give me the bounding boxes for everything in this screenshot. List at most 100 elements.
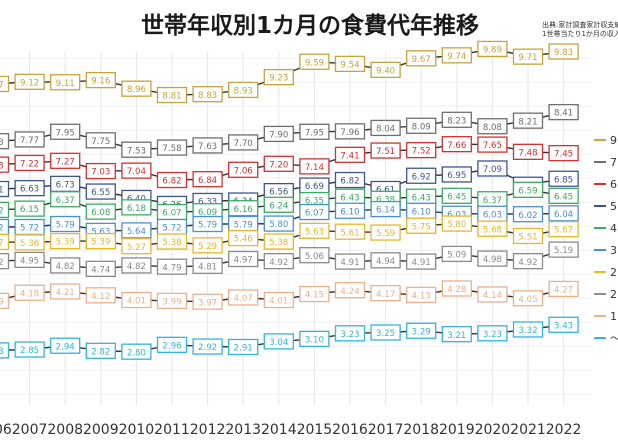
data-point: 6.61 — [0, 180, 10, 198]
data-label: 9.54 — [340, 60, 359, 70]
data-label: 9.83 — [554, 48, 573, 58]
data-label: 4.91 — [412, 258, 431, 268]
data-label: 4.27 — [554, 286, 573, 296]
data-label-box — [228, 250, 259, 268]
data-label: 3.23 — [483, 330, 502, 340]
legend-label: 9 — [610, 134, 617, 147]
data-label: 7.66 — [447, 141, 466, 151]
x-tick-label: 2019 — [439, 422, 475, 438]
data-label: 9.23 — [269, 74, 288, 84]
data-label: 7.18 — [0, 161, 4, 171]
data-label-box — [0, 342, 10, 359]
data-label: 4.92 — [518, 258, 537, 268]
data-label-box — [85, 162, 116, 180]
data-label: 6.03 — [483, 210, 502, 220]
data-point: 5.29 — [192, 237, 223, 254]
data-point: 8.21 — [512, 112, 544, 129]
data-point: 7.63 — [192, 137, 223, 154]
data-label: 4.15 — [305, 291, 324, 301]
data-point: 6.43 — [406, 188, 437, 205]
data-label: 5.80 — [447, 220, 466, 230]
data-label-box — [228, 338, 259, 356]
data-point: 4.24 — [334, 282, 366, 299]
data-label: 4.05 — [518, 295, 537, 305]
data-point: 5.27 — [121, 238, 152, 255]
data-label: 3.10 — [305, 335, 324, 345]
data-point: 6.95 — [441, 166, 472, 183]
data-label-box — [263, 333, 294, 350]
data-point: 9.74 — [441, 47, 472, 64]
data-label-box — [512, 321, 544, 338]
data-label-box — [512, 253, 544, 270]
data-label: 5.63 — [305, 227, 324, 237]
data-label-box — [370, 324, 401, 341]
data-label-box — [441, 245, 472, 263]
data-label: 4.28 — [447, 285, 466, 295]
data-point: 8.83 — [192, 86, 223, 103]
data-point: 6.37 — [50, 191, 81, 208]
x-tick-label: 2022 — [546, 422, 582, 438]
data-label-box — [156, 292, 188, 310]
data-label: 3.25 — [376, 329, 395, 339]
data-label-box — [192, 293, 223, 310]
data-label: 4.01 — [269, 297, 288, 307]
data-label: 5.63 — [91, 227, 110, 237]
data-point: 9.23 — [263, 68, 294, 86]
data-point: 6.59 — [512, 181, 544, 198]
data-point: 4.97 — [228, 250, 259, 268]
data-label-box — [85, 203, 116, 220]
data-label-box — [441, 187, 472, 204]
data-label: 4.13 — [412, 291, 431, 301]
data-label-box — [512, 48, 544, 65]
data-label-box — [406, 50, 437, 67]
data-point: 6.63 — [14, 179, 45, 197]
chart-title: 世帯年収別1カ月の食費代年推移 — [141, 12, 479, 39]
data-label: 4.98 — [483, 255, 502, 265]
data-label-box — [14, 73, 45, 90]
data-point: 5.09 — [441, 245, 472, 263]
data-label: 5.75 — [412, 222, 431, 232]
data-label-box — [50, 123, 81, 140]
data-label: 6.92 — [412, 172, 431, 182]
data-point: 4.91 — [406, 253, 437, 270]
data-point: 7.95 — [50, 123, 81, 140]
data-label-box — [299, 330, 330, 348]
data-label: 7.77 — [20, 136, 39, 146]
data-label-box — [477, 40, 508, 58]
data-label-box — [121, 238, 152, 255]
data-label: 9.71 — [518, 53, 537, 63]
legend-label: 4 — [610, 222, 617, 235]
data-label-box — [548, 280, 579, 298]
data-label: 4.92 — [269, 258, 288, 268]
data-point: 3.25 — [370, 324, 401, 341]
data-point: 7.66 — [441, 136, 472, 153]
data-label: 7.96 — [340, 128, 359, 138]
data-point: 6.84 — [192, 171, 223, 188]
data-label: 5.36 — [20, 239, 39, 249]
data-label-box — [156, 233, 188, 250]
data-label-box — [14, 131, 45, 148]
data-label: 7.45 — [554, 150, 573, 160]
data-point: 6.16 — [228, 200, 259, 217]
data-label: 4.94 — [376, 257, 395, 267]
data-label-box — [370, 142, 401, 159]
data-point: 8.41 — [548, 103, 579, 121]
data-point: 9.83 — [548, 43, 579, 60]
data-point: 7.90 — [263, 125, 294, 143]
data-label: 6.14 — [376, 206, 395, 216]
data-label: 8.41 — [554, 109, 573, 119]
data-label: 6.02 — [518, 211, 537, 221]
data-point: 2.80 — [121, 343, 152, 360]
data-label: 6.43 — [412, 193, 431, 203]
data-label-box — [263, 155, 294, 172]
data-label-box — [156, 86, 188, 104]
data-label-box — [548, 316, 579, 333]
legend-label: 2 — [610, 288, 617, 301]
data-label: 4.17 — [376, 290, 395, 300]
data-label: 6.38 — [376, 195, 395, 205]
data-label: 4.81 — [198, 262, 217, 272]
x-tick-label: 2013 — [225, 422, 261, 438]
data-label: 5.67 — [554, 226, 573, 236]
x-tick-label: 2008 — [47, 422, 83, 438]
data-point: 3.97 — [192, 293, 223, 310]
